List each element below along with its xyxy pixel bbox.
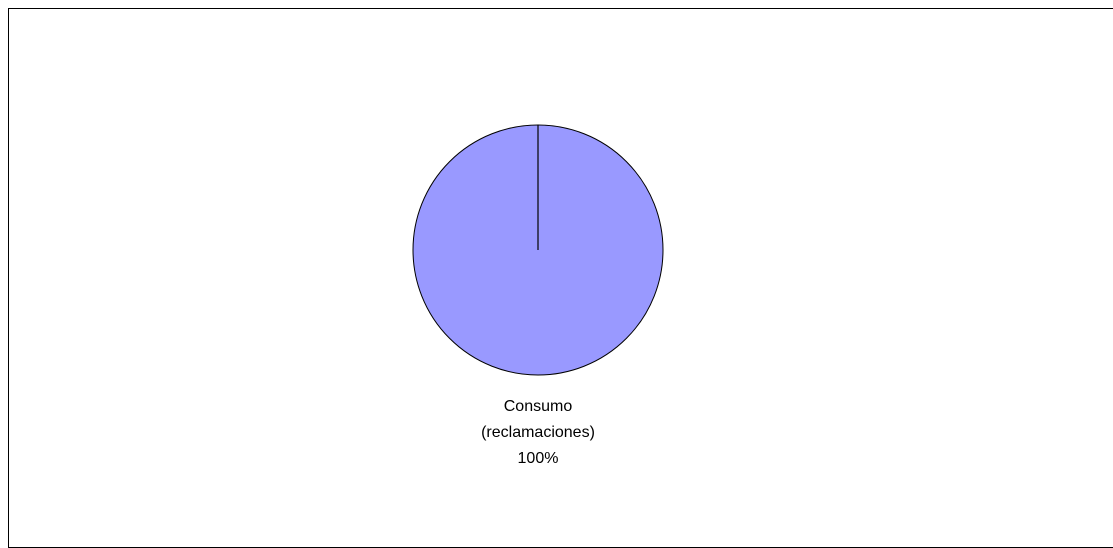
pie-slices [412,124,664,376]
slice-category-label: Consumo [504,398,573,415]
pie-labels: Consumo (reclamaciones) 100% [481,398,595,467]
slice-category-label: (reclamaciones) [481,424,595,441]
slice-value-label: 100% [518,450,559,467]
